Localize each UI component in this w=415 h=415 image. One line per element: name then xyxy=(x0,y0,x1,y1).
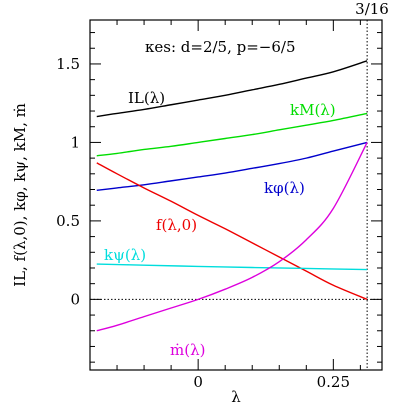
plot-frame xyxy=(89,19,383,371)
header-annotation: κes: d=2/5, p=−6/5 xyxy=(145,38,296,56)
x-tick-label: 0.25 xyxy=(317,373,350,391)
y-tick-label: 0 xyxy=(70,290,80,308)
series-group xyxy=(96,60,368,332)
series-line-1 xyxy=(96,112,368,157)
series-label-kpsi: kψ(λ) xyxy=(104,246,146,264)
series-line-0 xyxy=(96,60,368,118)
reference-lines xyxy=(90,20,382,370)
series-line-5 xyxy=(96,142,368,332)
series-label-km: kM(λ) xyxy=(290,101,336,119)
x-tick-label: 0 xyxy=(193,373,203,391)
series-label-il: IL(λ) xyxy=(128,89,165,107)
series-line-4 xyxy=(96,263,368,271)
y-tick-label: 0.5 xyxy=(56,212,80,230)
series-label-mdot: ṁ(λ) xyxy=(170,341,205,359)
series-label-f: f(λ,0) xyxy=(156,216,197,234)
y-axis-label: IL, f(λ,0), kφ, kψ, kM, ṁ xyxy=(11,103,29,287)
series-line-3 xyxy=(96,162,368,301)
x-axis-label: λ xyxy=(231,388,241,406)
tick-group: 0 0.25 0 0.5 1 1.5 xyxy=(56,20,382,391)
y-tick-label: 1 xyxy=(70,133,80,151)
top-marker-label: 3/16 xyxy=(355,0,389,18)
y-tick-label: 1.5 xyxy=(56,55,80,73)
series-label-kphi: kφ(λ) xyxy=(264,179,305,197)
series-line-2 xyxy=(96,141,368,191)
